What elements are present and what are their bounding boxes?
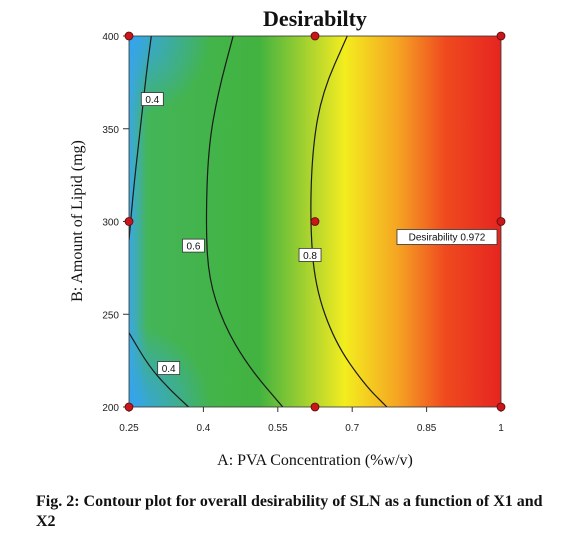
contour-label-box [298, 247, 322, 262]
contour-labels: 0.4 0.6 0.8 0.4 Desirability 0.972 [140, 92, 498, 375]
contour-label-0.6: 0.6 [187, 242, 201, 253]
contour-line-0.4 [129, 332, 189, 407]
y-tick-label: 300 [102, 218, 119, 229]
contour-line-0.4 [129, 36, 152, 241]
y-tick-label: 350 [102, 125, 119, 136]
x-tick-label: 0.4 [196, 423, 210, 434]
y-axis-label: B: Amount of Lipid (mg) [69, 140, 86, 302]
contour-label-0.4: 0.4 [145, 95, 159, 106]
contour-label-box [182, 238, 205, 253]
contour-line-0.6 [205, 36, 284, 407]
x-tick-label: 0.85 [417, 423, 437, 434]
contour-label-box [140, 92, 164, 106]
design-point [496, 402, 506, 412]
design-point [310, 31, 320, 41]
design-point [124, 217, 134, 226]
y-tick-label: 200 [102, 403, 119, 414]
y-tick-label: 400 [102, 32, 119, 43]
design-point [124, 402, 134, 412]
x-axis-label: A: PVA Concentration (%w/v) [217, 452, 413, 469]
figure-caption: Fig. 2: Contour plot for overall desirab… [36, 493, 543, 530]
x-tick-label: 0.55 [268, 423, 288, 434]
annotation-desirability: Desirability 0.972 [409, 233, 486, 244]
contour-label-0.8: 0.8 [303, 251, 317, 262]
annotation-box [396, 229, 498, 245]
design-point [496, 31, 506, 41]
x-tick-label: 1 [498, 423, 504, 434]
design-points [124, 31, 506, 412]
design-point [310, 402, 320, 412]
design-point [124, 31, 134, 41]
contour-chart: Desirabilty 0.25 0.4 0.55 0.7 0.85 1 200 250 300… [69, 6, 506, 469]
contour-label-box [157, 361, 181, 375]
x-tick-label: 0.7 [345, 423, 359, 434]
chart-title: Desirabilty [263, 6, 367, 31]
design-point [496, 217, 506, 226]
x-tick-label: 0.25 [119, 423, 139, 434]
design-point [310, 217, 320, 226]
y-tick-label: 250 [102, 310, 119, 321]
contour-label-0.4: 0.4 [162, 364, 176, 375]
